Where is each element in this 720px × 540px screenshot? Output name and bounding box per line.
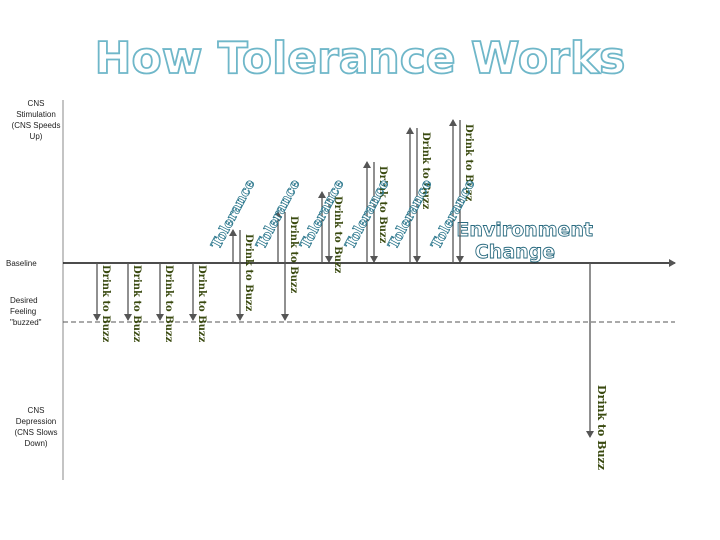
side-label: Baseline bbox=[6, 259, 37, 268]
drink-label: Drink to Buzz bbox=[163, 265, 174, 343]
side-label: Desired Feeling "buzzed" bbox=[10, 296, 42, 327]
drink-label: Drink to Buzz bbox=[243, 234, 254, 312]
drink-label: Drink to Buzz bbox=[131, 265, 142, 343]
drink-label: Drink to Buzz bbox=[288, 216, 299, 294]
drink-label: Drink to Buzz bbox=[332, 196, 343, 274]
side-label: CNS Stimulation (CNS Speeds Up) bbox=[11, 99, 61, 141]
drink-label: Drink to Buzz bbox=[463, 124, 474, 202]
drink-label: Drink to Buzz bbox=[196, 265, 207, 343]
drink-label: Drink to Buzz bbox=[100, 265, 111, 343]
drink-label: Drink to Buzz bbox=[420, 132, 431, 210]
side-label: CNS Depression (CNS Slows Down) bbox=[14, 406, 58, 448]
environment-change-line: Change bbox=[475, 241, 555, 263]
environment-change: Environment Change bbox=[456, 219, 599, 263]
title: How Tolerance Works bbox=[95, 33, 626, 84]
drink-label: Drink to Buzz bbox=[595, 385, 608, 470]
drink-label: Drink to Buzz bbox=[377, 166, 388, 244]
environment-change-line: Environment bbox=[456, 219, 593, 241]
